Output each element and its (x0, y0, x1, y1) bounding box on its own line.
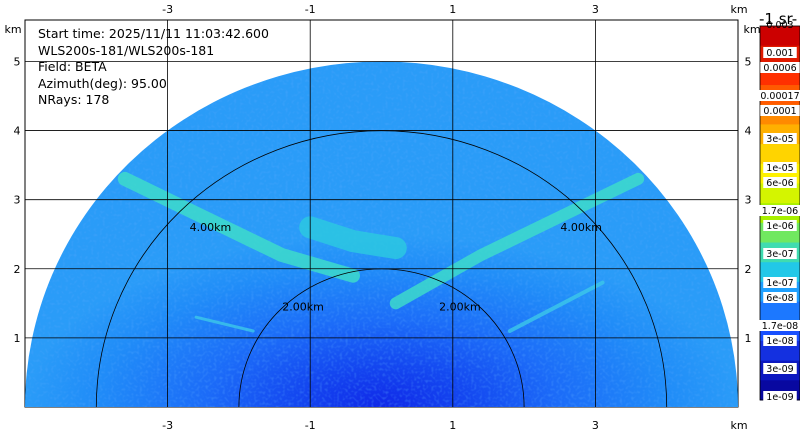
y-unit-right: km (743, 23, 760, 36)
colorbar-label-12: 6e-08 (766, 293, 793, 304)
colorbar-top-label: 0.003 (766, 20, 793, 31)
colorbar-label-bg-8 (757, 205, 800, 216)
colorbar-label-bg-16 (763, 391, 797, 402)
colorbar-label-bg-14 (763, 335, 797, 346)
x-tick-label-bottom-2: -1 (305, 419, 316, 432)
colorbar-label-8: 1.7e-06 (762, 206, 798, 217)
x-unit-top: km (730, 3, 747, 16)
range-ring-label-2: 2.00km (439, 300, 481, 313)
colorbar-label-9: 1e-06 (766, 221, 793, 232)
colorbar-label-bg-15 (763, 363, 797, 374)
range-ring-label-1: 2.00km (282, 300, 324, 313)
y-unit-left: km (4, 23, 21, 36)
x-tick-label-top-1: -3 (162, 3, 173, 16)
colorbar-label-16: 1e-09 (766, 392, 793, 403)
x-tick-label-bottom-1: -3 (162, 419, 173, 432)
colorbar-segment-7 (760, 144, 800, 165)
colorbar-segment-9 (760, 183, 800, 204)
y-tick-label-right-1: 1 (745, 332, 752, 345)
x-tick-label-bottom-3: 1 (449, 419, 456, 432)
colorbar-label-bg-13 (757, 320, 800, 331)
y-tick-label-right-2: 2 (745, 263, 752, 276)
y-tick-label-left-1: 1 (14, 332, 21, 345)
colorbar-segment-1 (760, 26, 800, 47)
colorbar-segment-15 (760, 301, 800, 322)
colorbar: 0.001 0.0006 0.00017 0.0001 3e-05 1e-05 6e-06 1… (757, 20, 800, 403)
aerosol-band-3 (299, 216, 407, 260)
range-ring-label-3: 4.00km (190, 221, 232, 234)
y-tick-label-left-4: 4 (14, 125, 21, 138)
colorbar-label-bg-12 (763, 292, 797, 303)
range-rings: 2.00km 2.00km 4.00km 4.00km (95, 130, 668, 408)
y-tick-label-right-4: 4 (745, 125, 752, 138)
colorbar-label-2: 0.0006 (763, 63, 796, 74)
aerosol-band-5 (194, 315, 255, 333)
colorbar-label-bg-7 (763, 177, 797, 188)
colorbar-label-bg-3 (757, 90, 800, 101)
colorbar-label-bg-11 (763, 277, 797, 288)
colorbar-label-10: 3e-07 (766, 249, 793, 260)
range-ring-label-4: 4.00km (560, 221, 602, 234)
info-start-time: Start time: 2025/11/11 11:03:42.600 (38, 26, 269, 41)
colorbar-label-3: 0.00017 (760, 91, 799, 102)
colorbar-label-bg-9 (763, 220, 797, 231)
colorbar-label-6: 1e-05 (766, 163, 793, 174)
colorbar-label-14: 1e-08 (766, 336, 793, 347)
colorbar-label-bg-4 (760, 105, 800, 116)
info-field: Field: BETA (38, 59, 107, 74)
colorbar-label-7: 6e-06 (766, 178, 793, 189)
y-tick-label-right-5: 5 (745, 55, 752, 68)
colorbar-label-bg-10 (763, 248, 797, 259)
info-azimuth: Azimuth(deg): 95.00 (38, 76, 167, 91)
colorbar-label-bg-6 (763, 162, 797, 173)
aerosol-band-4 (507, 280, 605, 333)
info-nrays: NRays: 178 (38, 92, 109, 107)
info-block: Start time: 2025/11/11 11:03:42.600 WLS2… (38, 26, 269, 107)
x-tick-label-top-3: 1 (449, 3, 456, 16)
y-tick-label-right-3: 3 (745, 194, 752, 207)
axis-ticks: -3 -3 -1 -1 1 1 3 3 1 1 2 2 3 3 4 4 5 5 (14, 3, 752, 432)
y-tick-label-left-2: 2 (14, 263, 21, 276)
colorbar-title: -1 sr- (759, 10, 797, 28)
x-tick-label-top-4: 3 (592, 3, 599, 16)
info-instrument: WLS200s-181/WLS200s-181 (38, 43, 214, 58)
colorbar-label-1: 0.001 (766, 48, 793, 59)
y-tick-label-left-3: 3 (14, 194, 21, 207)
x-unit-bottom: km (730, 419, 747, 432)
x-tick-label-top-2: -1 (305, 3, 316, 16)
colorbar-label-15: 3e-09 (766, 364, 793, 375)
colorbar-label-13: 1.7e-08 (762, 321, 798, 332)
x-tick-label-bottom-4: 3 (592, 419, 599, 432)
colorbar-label-bg-5 (763, 133, 797, 144)
y-tick-label-left-5: 5 (14, 55, 21, 68)
colorbar-label-bg-1 (763, 47, 797, 58)
colorbar-label-4: 0.0001 (763, 106, 796, 117)
colorbar-label-11: 1e-07 (766, 278, 793, 289)
range-ring-1 (238, 268, 525, 408)
colorbar-label-bg-2 (760, 62, 800, 73)
range-ring-2 (95, 130, 668, 408)
colorbar-label-5: 3e-05 (766, 134, 793, 145)
